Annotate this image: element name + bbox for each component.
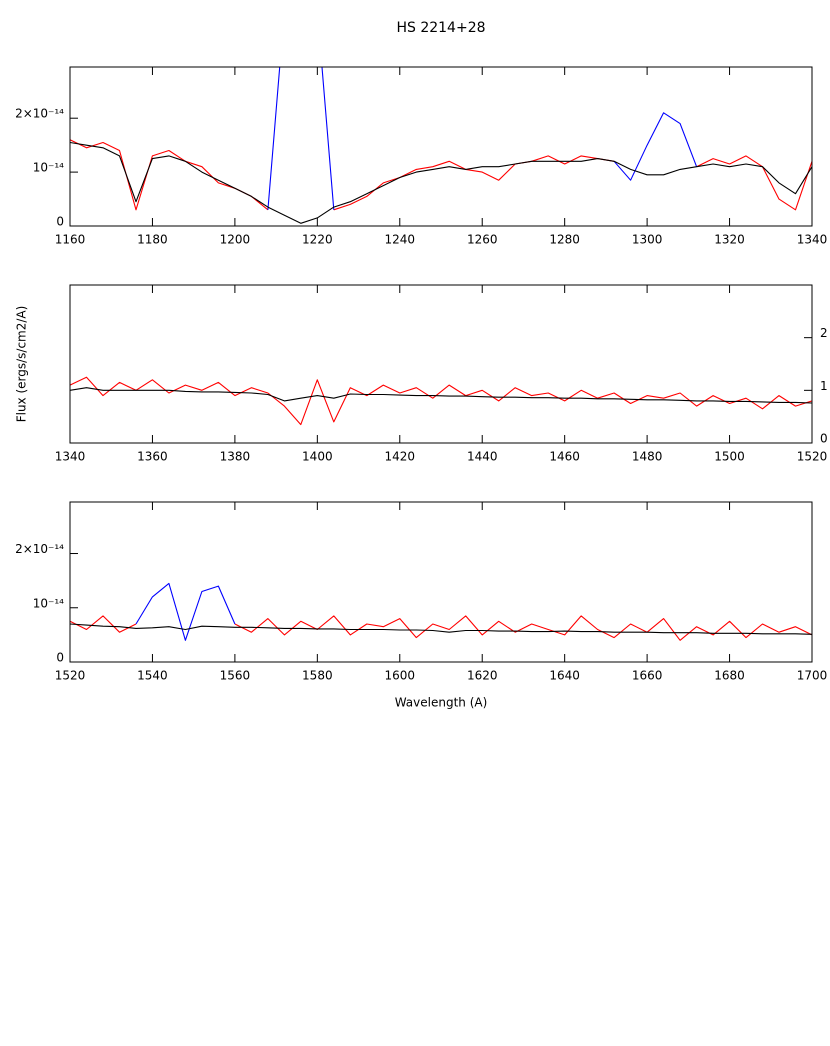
spectrum-line: [70, 387, 812, 404]
plot-area: [70, 376, 812, 426]
x-tick-label: 1320: [714, 233, 745, 247]
x-tick-label: 1460: [549, 450, 580, 464]
x-tick-label: 1340: [55, 450, 86, 464]
x-tick-label: 1220: [302, 233, 333, 247]
x-tick-label: 1400: [302, 450, 333, 464]
x-tick-label: 1500: [714, 450, 745, 464]
x-tick-label: 1520: [55, 669, 86, 683]
x-tick-label: 1540: [137, 669, 168, 683]
x-tick-label: 1700: [797, 669, 828, 683]
x-tick-label: 1340: [797, 233, 828, 247]
x-tick-label: 1480: [632, 450, 663, 464]
x-tick-label: 1300: [632, 233, 663, 247]
y-tick-label: 0: [56, 215, 64, 229]
y-axis-label: Flux (ergs/s/cm2/A): [15, 306, 29, 423]
y-tick-label: 0: [56, 651, 64, 665]
x-tick-label: 1360: [137, 450, 168, 464]
y-tick-label: 10⁻¹⁴: [33, 161, 64, 175]
y2-tick-label: 0: [820, 432, 828, 446]
y2-tick-label: 1: [820, 379, 828, 393]
x-tick-label: 1180: [137, 233, 168, 247]
spectrum-line: [135, 582, 236, 641]
spectrum-line: [70, 141, 812, 224]
x-tick-label: 1640: [549, 669, 580, 683]
x-axis-label: Wavelength (A): [395, 696, 488, 710]
panel-frame: [69, 66, 813, 227]
x-tick-label: 1680: [714, 669, 745, 683]
x-tick-label: 1520: [797, 450, 828, 464]
spectrum-line: [70, 615, 812, 641]
x-tick-label: 1580: [302, 669, 333, 683]
spectrum-line: [267, 67, 698, 210]
x-tick-label: 1160: [55, 233, 86, 247]
spectrum-line: [70, 623, 812, 635]
y2-tick-label: 2: [820, 326, 828, 340]
x-tick-label: 1620: [467, 669, 498, 683]
plot-area: [70, 67, 812, 224]
y-tick-label: 10⁻¹⁴: [33, 596, 64, 610]
y-tick-label: 2×10⁻¹⁴: [15, 542, 64, 556]
x-tick-label: 1600: [385, 669, 416, 683]
panel-frame: [69, 501, 813, 663]
x-tick-label: 1440: [467, 450, 498, 464]
y-tick-label: 2×10⁻¹⁴: [15, 107, 64, 121]
x-tick-label: 1280: [549, 233, 580, 247]
x-tick-label: 1240: [385, 233, 416, 247]
x-tick-label: 1660: [632, 669, 663, 683]
spectrum-line: [70, 139, 812, 211]
x-tick-label: 1560: [220, 669, 251, 683]
spectrum-line: [70, 376, 812, 426]
x-tick-label: 1200: [220, 233, 251, 247]
x-tick-label: 1420: [385, 450, 416, 464]
chart-title: HS 2214+28: [396, 20, 485, 36]
x-tick-label: 1260: [467, 233, 498, 247]
x-tick-label: 1380: [220, 450, 251, 464]
panel-frame: [69, 284, 813, 444]
plot-area: [70, 582, 812, 641]
